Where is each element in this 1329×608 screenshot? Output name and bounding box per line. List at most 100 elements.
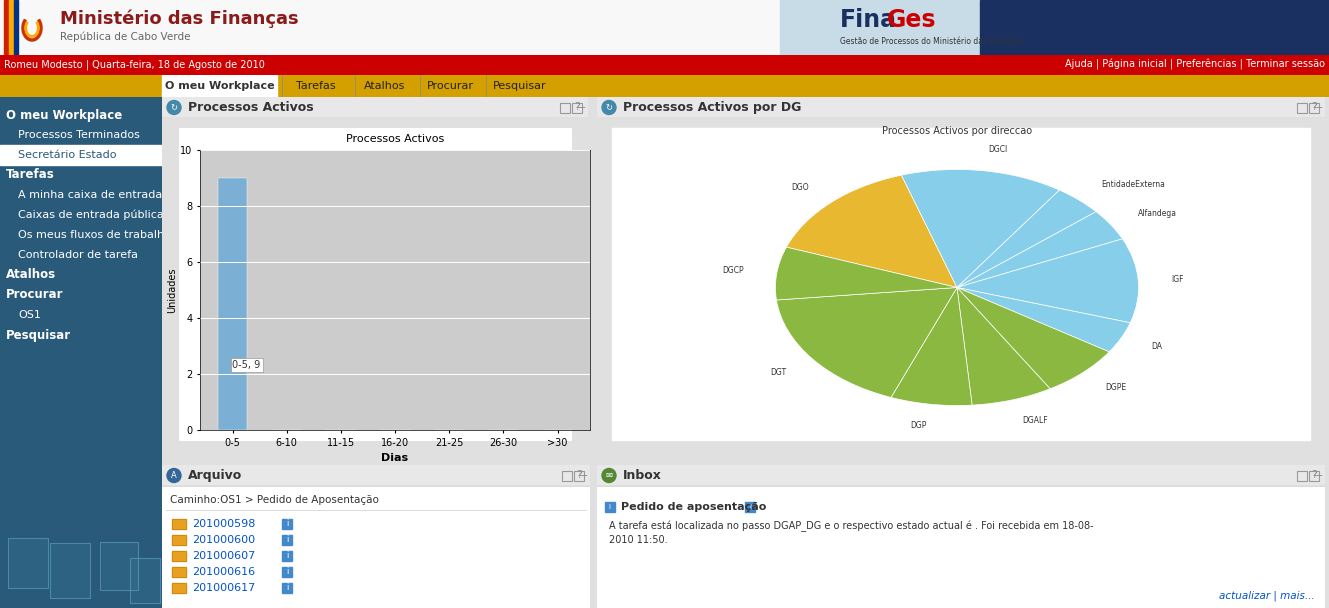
Text: 201000607: 201000607 — [191, 551, 255, 561]
Text: Tarefas: Tarefas — [296, 81, 336, 91]
Text: O meu Workplace: O meu Workplace — [7, 108, 122, 122]
Text: DGCP: DGCP — [723, 266, 744, 275]
Text: Procurar: Procurar — [427, 81, 473, 91]
Text: Gestão de Processos do Ministério das Finanças: Gestão de Processos do Ministério das Fi… — [840, 36, 1023, 46]
Text: O meu Workplace: O meu Workplace — [165, 81, 274, 91]
Text: A minha caixa de entrada: A minha caixa de entrada — [19, 190, 162, 200]
Text: i: i — [750, 504, 751, 510]
Bar — [51, 543, 90, 598]
Text: Procurar: Procurar — [7, 289, 64, 302]
Text: ?: ? — [1312, 471, 1317, 480]
Text: ✉: ✉ — [606, 471, 613, 480]
Bar — [8, 538, 48, 588]
Text: Romeu Modesto | Quarta-feira, 18 de Agosto de 2010: Romeu Modesto | Quarta-feira, 18 de Agos… — [4, 60, 264, 71]
Bar — [218, 178, 247, 430]
Wedge shape — [957, 212, 1123, 288]
Text: DGP: DGP — [910, 421, 926, 430]
Bar — [130, 558, 159, 603]
Text: actualizar | mais...: actualizar | mais... — [1220, 591, 1314, 601]
Text: —: — — [1312, 103, 1322, 112]
Wedge shape — [901, 170, 1059, 288]
Text: DA: DA — [1151, 342, 1162, 351]
Text: Controlador de tarefa: Controlador de tarefa — [19, 250, 138, 260]
Wedge shape — [957, 288, 1130, 352]
Bar — [560, 103, 570, 112]
Text: 201000598: 201000598 — [191, 519, 255, 529]
Bar — [171, 567, 186, 577]
Wedge shape — [775, 247, 957, 300]
Bar — [562, 471, 571, 480]
X-axis label: Dias: Dias — [381, 453, 408, 463]
Bar — [0, 145, 162, 165]
Text: Pesquisar: Pesquisar — [7, 328, 72, 342]
Wedge shape — [957, 239, 1139, 323]
Text: Processos Terminados: Processos Terminados — [19, 130, 140, 140]
Text: OS1: OS1 — [19, 310, 41, 320]
Text: DGCI: DGCI — [987, 145, 1007, 154]
Text: Atalhos: Atalhos — [364, 81, 405, 91]
Bar — [171, 519, 186, 529]
Text: Caminho:OS1 > Pedido de Aposentação: Caminho:OS1 > Pedido de Aposentação — [170, 495, 379, 505]
Bar — [746, 502, 755, 512]
Text: Tarefas: Tarefas — [7, 168, 54, 182]
Bar — [282, 583, 292, 593]
Bar — [1309, 103, 1318, 112]
Text: Pedido de aposentação: Pedido de aposentação — [621, 502, 767, 512]
Text: i: i — [286, 567, 288, 576]
Wedge shape — [957, 190, 1096, 288]
Bar — [171, 551, 186, 561]
Bar — [171, 535, 186, 545]
Bar — [282, 551, 292, 561]
Bar — [282, 567, 292, 577]
Text: —: — — [575, 103, 585, 112]
Text: República de Cabo Verde: República de Cabo Verde — [60, 32, 190, 42]
Bar — [15, 0, 19, 55]
Bar — [780, 0, 979, 55]
Text: Fina: Fina — [840, 8, 897, 32]
Text: Secretário Estado: Secretário Estado — [19, 150, 117, 160]
Bar — [1309, 471, 1318, 480]
Bar — [8, 538, 48, 588]
Wedge shape — [957, 288, 1110, 389]
Bar — [100, 542, 138, 590]
Text: Ministério das Finanças: Ministério das Finanças — [60, 10, 299, 28]
Text: 0-5, 9: 0-5, 9 — [233, 361, 260, 370]
Bar — [979, 0, 1329, 55]
Bar — [1297, 103, 1306, 112]
Text: —: — — [1312, 471, 1322, 480]
Bar — [171, 583, 186, 593]
Text: DGT: DGT — [771, 368, 787, 376]
Bar — [130, 558, 159, 603]
Text: ?: ? — [1312, 103, 1317, 112]
Circle shape — [167, 469, 181, 483]
Text: i: i — [607, 504, 610, 510]
Bar — [574, 471, 583, 480]
Text: 2010 11:50.: 2010 11:50. — [609, 535, 667, 545]
Text: Processos Activos por DG: Processos Activos por DG — [623, 101, 801, 114]
Bar — [4, 0, 8, 55]
Wedge shape — [957, 288, 1050, 405]
Bar — [162, 75, 276, 97]
Bar — [171, 535, 186, 545]
Text: ?: ? — [577, 471, 582, 480]
Bar — [9, 0, 13, 55]
Circle shape — [602, 100, 617, 114]
Text: i: i — [286, 551, 288, 561]
Bar — [171, 551, 186, 561]
Text: 201000600: 201000600 — [191, 535, 255, 545]
Text: EntidadeExterna: EntidadeExterna — [1100, 180, 1164, 189]
Y-axis label: Unidades: Unidades — [167, 268, 177, 313]
Text: Ges: Ges — [886, 8, 937, 32]
Bar — [100, 542, 138, 590]
Text: ↻: ↻ — [606, 103, 613, 112]
Text: i: i — [286, 536, 288, 545]
Text: Alfandega: Alfandega — [1139, 209, 1177, 218]
Bar — [282, 519, 292, 529]
Text: Atalhos: Atalhos — [7, 269, 56, 282]
Text: A: A — [171, 471, 177, 480]
Text: DGO: DGO — [791, 182, 808, 192]
Text: Processos Activos: Processos Activos — [187, 101, 314, 114]
Text: —: — — [577, 471, 587, 480]
Text: Inbox: Inbox — [623, 469, 662, 482]
Text: A tarefa está localizada no passo DGAP_DG e o respectivo estado actual é . Foi r: A tarefa está localizada no passo DGAP_D… — [609, 520, 1094, 532]
